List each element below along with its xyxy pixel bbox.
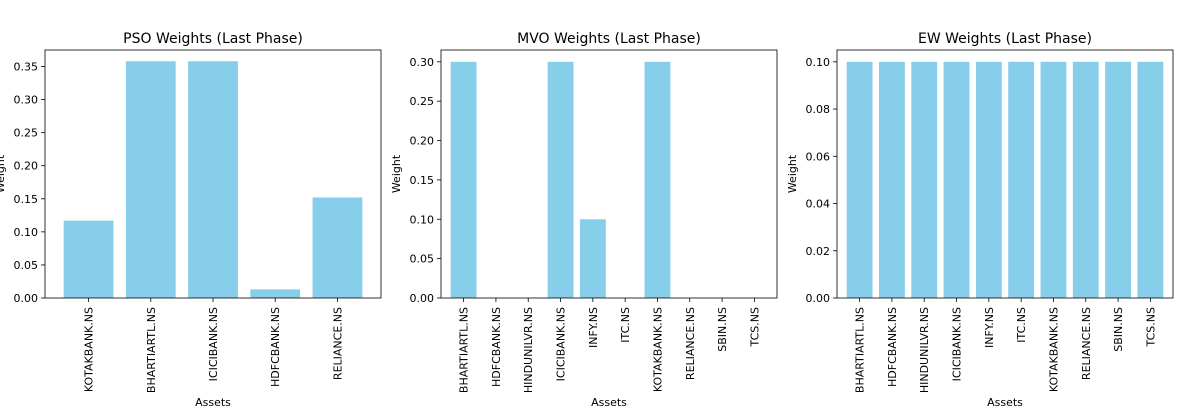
x-tick-label: SBIN.NS [1112, 307, 1125, 352]
x-tick-label: BHARTIARTL.NS [458, 307, 471, 393]
x-tick-label: ITC.NS [1015, 307, 1028, 343]
y-tick-label: 0.25 [410, 95, 435, 108]
y-axis-label: Weight [0, 154, 7, 193]
bar-infy-ns [579, 219, 606, 298]
bar-sbin-ns [1105, 61, 1131, 299]
y-tick-label: 0.15 [14, 193, 39, 206]
x-tick-label: BHARTIARTL.NS [854, 307, 867, 393]
x-tick-label: KOTAKBANK.NS [651, 307, 664, 392]
chart-title: PSO Weights (Last Phase) [123, 31, 303, 47]
x-tick-label: HDFCBANK.NS [490, 307, 503, 387]
x-axis-label: Assets [987, 396, 1023, 409]
x-tick-label: KOTAKBANK.NS [1047, 307, 1060, 392]
bar-kotakbank-ns [1040, 61, 1067, 299]
bar-tcs-ns [1137, 61, 1164, 299]
x-axis-label: Assets [591, 396, 627, 409]
bar-icicibank-ns [943, 61, 970, 299]
chart-title: EW Weights (Last Phase) [918, 31, 1092, 47]
bar-bhartiartl-ns [846, 61, 873, 299]
x-tick-label: ITC.NS [619, 307, 632, 343]
bar-bhartiartl-ns [125, 61, 176, 298]
y-tick-label: 0.35 [14, 61, 39, 74]
y-tick-label: 0.25 [14, 127, 39, 140]
x-tick-label: ICICIBANK.NS [555, 307, 568, 381]
x-tick-label: INFY.NS [983, 307, 996, 348]
y-tick-label: 0.08 [806, 103, 831, 116]
axes-frame [440, 49, 778, 299]
x-tick-label: RELIANCE.NS [331, 307, 344, 380]
y-axis-label: Weight [786, 154, 799, 193]
y-tick-label: 0.20 [14, 160, 39, 173]
bar-kotakbank-ns [644, 61, 671, 299]
bar-hdfcbank-ns [250, 289, 301, 298]
x-tick-label: RELIANCE.NS [1080, 307, 1093, 380]
x-tick-label: HDFCBANK.NS [269, 307, 282, 387]
bar-bhartiartl-ns [450, 61, 477, 299]
y-tick-label: 0.30 [410, 56, 435, 69]
y-tick-label: 0.00 [806, 292, 831, 305]
bar-hdfcbank-ns [879, 61, 905, 299]
bar-icicibank-ns [188, 61, 238, 298]
y-tick-label: 0.05 [14, 259, 39, 272]
bar-hindunilvr-ns [911, 61, 938, 299]
x-axis-label: Assets [195, 396, 231, 409]
x-tick-label: INFY.NS [587, 307, 600, 348]
x-tick-label: SBIN.NS [716, 307, 729, 352]
x-tick-label: KOTAKBANK.NS [83, 307, 96, 392]
x-tick-label: HDFCBANK.NS [886, 307, 899, 387]
bar-infy-ns [975, 61, 1002, 299]
bar-itc-ns [1008, 61, 1035, 299]
bar-kotakbank-ns [63, 220, 114, 298]
y-tick-label: 0.20 [410, 135, 435, 148]
x-tick-label: TCS.NS [748, 307, 761, 347]
y-tick-label: 0.06 [806, 150, 831, 163]
x-tick-label: ICICIBANK.NS [207, 307, 220, 381]
y-tick-label: 0.30 [14, 94, 39, 107]
y-tick-label: 0.05 [410, 253, 435, 266]
x-tick-label: HINDUNILVR.NS [918, 307, 931, 393]
bar-reliance-ns [1072, 61, 1099, 299]
chart-0: 0.00 0.05 0.10 0.15 0.20 0.25 0.30 0.35 KOTAKBAN… [0, 31, 382, 409]
x-tick-label: TCS.NS [1144, 307, 1157, 347]
chart-2: 0.00 0.02 0.04 0.06 0.08 0.10 BHARTIARTL.NS HDF… [786, 31, 1174, 409]
chart-1: 0.00 0.05 0.10 0.15 0.20 0.25 0.30 BHARTIARTL.N… [390, 31, 778, 409]
y-tick-label: 0.00 [410, 292, 435, 305]
y-tick-label: 0.10 [410, 213, 435, 226]
y-axis-label: Weight [390, 154, 403, 193]
y-tick-label: 0.00 [14, 292, 39, 305]
y-tick-label: 0.15 [410, 174, 435, 187]
bar-icicibank-ns [547, 61, 574, 299]
axes-frame [836, 49, 1174, 299]
x-tick-label: BHARTIARTL.NS [145, 307, 158, 393]
x-tick-label: RELIANCE.NS [684, 307, 697, 380]
y-tick-label: 0.04 [806, 198, 831, 211]
x-tick-label: HINDUNILVR.NS [522, 307, 535, 393]
bar-reliance-ns [312, 197, 363, 298]
y-tick-label: 0.10 [806, 56, 831, 69]
y-tick-label: 0.02 [806, 245, 831, 258]
y-tick-label: 0.10 [14, 226, 39, 239]
x-tick-label: ICICIBANK.NS [951, 307, 964, 381]
chart-title: MVO Weights (Last Phase) [517, 31, 701, 47]
